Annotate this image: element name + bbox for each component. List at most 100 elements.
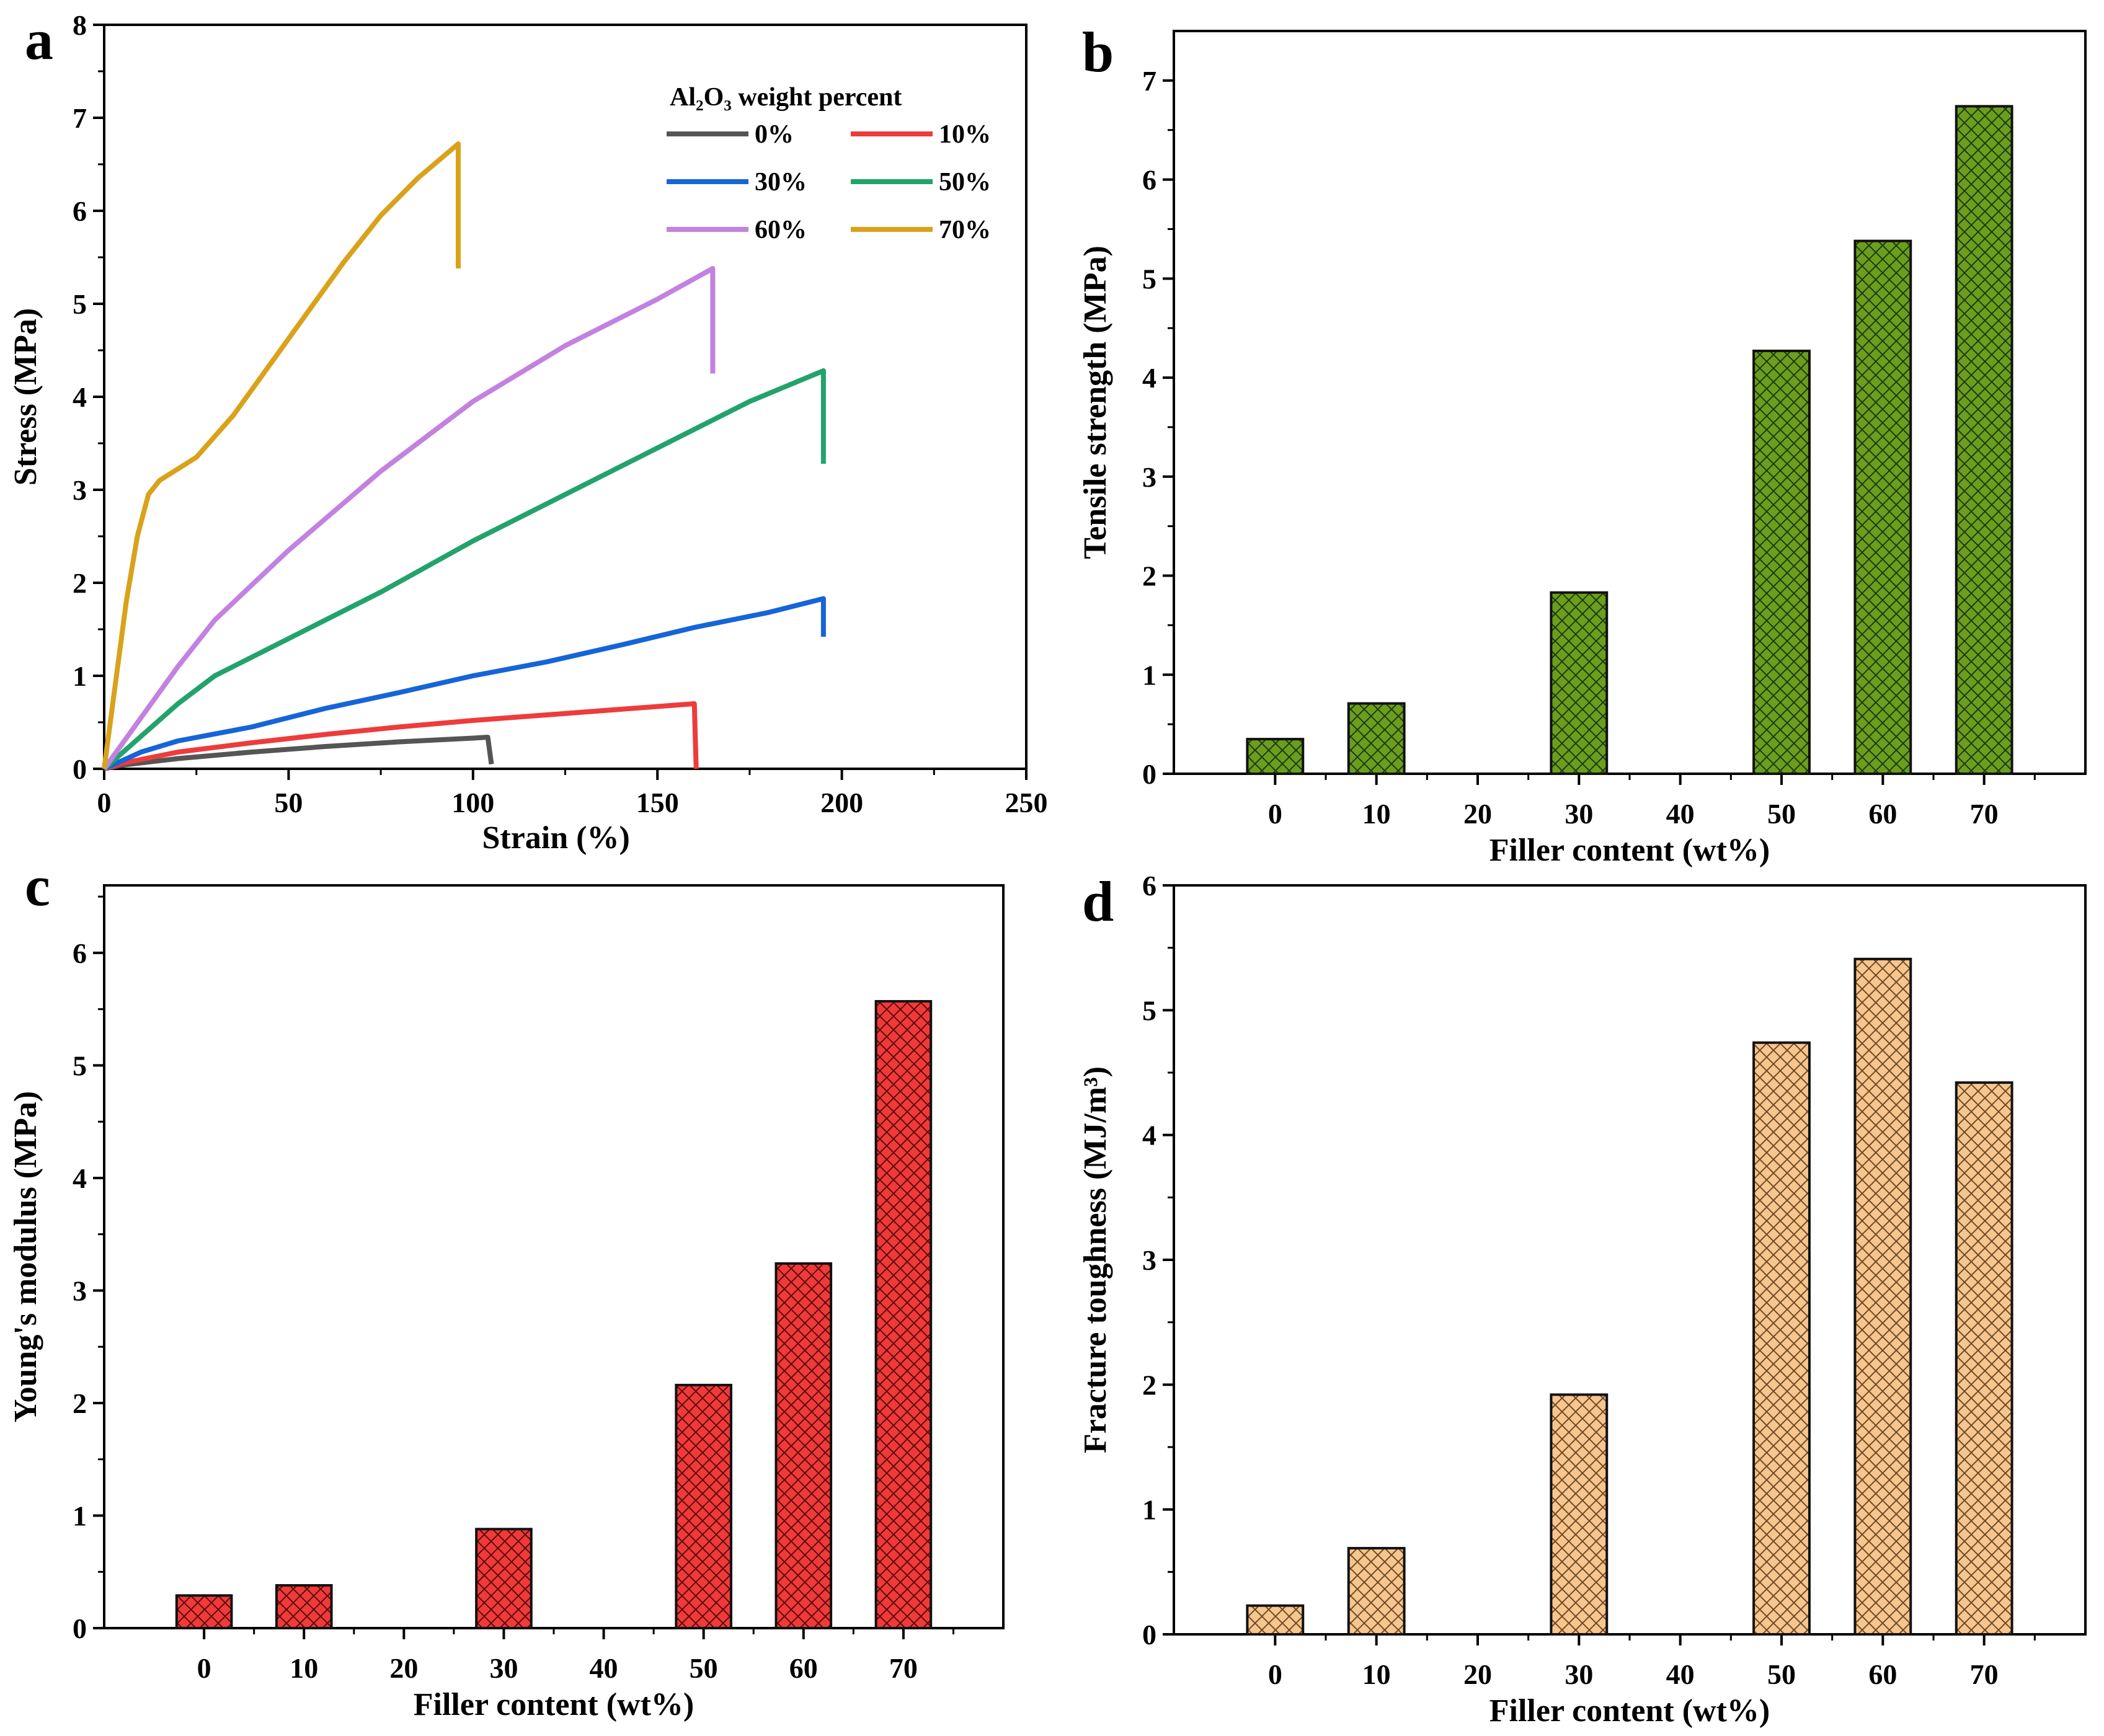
panel-letter-b: b	[1082, 20, 1114, 84]
y-tick-label: 1	[1142, 659, 1156, 691]
y-tick-label: 1	[73, 660, 87, 692]
x-tick-label: 10	[290, 1652, 318, 1684]
panel-letter-d: d	[1082, 870, 1114, 933]
plot-frame	[1173, 30, 2087, 775]
y-tick-label: 4	[1142, 1120, 1156, 1151]
y-tick-label: 0	[1142, 758, 1156, 790]
panel-letter-c: c	[25, 854, 50, 918]
x-tick-label: 200	[820, 787, 863, 818]
y-tick-label: 2	[73, 567, 87, 599]
x-tick-label: 60	[1868, 1658, 1897, 1690]
x-tick-label: 20	[389, 1652, 418, 1684]
series-line-50pct	[102, 368, 826, 771]
y-tick-label: 6	[73, 195, 87, 227]
bar-10	[1347, 1547, 1406, 1636]
x-tick-label: 50	[1767, 798, 1796, 830]
legend-label: 30%	[755, 168, 807, 197]
panel-letter-a: a	[25, 8, 53, 71]
x-tick-label: 100	[451, 787, 494, 818]
x-tick-label: 30	[1565, 1658, 1593, 1690]
bar-70	[874, 999, 933, 1629]
y-tick-label: 7	[73, 102, 87, 134]
bar-0	[1246, 1604, 1305, 1636]
x-tick-label: 60	[789, 1652, 818, 1684]
legend-title: Al₂O₃ weight percent	[670, 83, 902, 112]
y-tick-label: 6	[1142, 164, 1156, 196]
series-line-30pct	[103, 596, 826, 771]
y-tick-label: 3	[1142, 461, 1156, 493]
bar-10	[1347, 702, 1406, 776]
y-tick-label: 6	[73, 937, 87, 969]
y-tick-label: 3	[1142, 1244, 1156, 1276]
bar-50	[1752, 349, 1811, 775]
bar-50	[1752, 1041, 1811, 1636]
legend: Al₂O₃ weight percent 0% 10% 30% 50% 60% 70%	[667, 83, 991, 244]
legend-label: 70%	[939, 216, 991, 244]
legend-label: 0%	[755, 120, 794, 149]
bar-70	[1955, 105, 2013, 775]
y-axis-title: Young's modulus (MPa)	[8, 1091, 43, 1423]
x-tick-label: 70	[1970, 798, 1999, 830]
bar-60	[1853, 239, 1912, 776]
x-tick-label: 30	[1565, 798, 1593, 830]
x-tick-label: 10	[1362, 1658, 1391, 1690]
x-tick-label: 70	[889, 1652, 918, 1684]
plot-frame	[1173, 884, 2087, 1636]
plot-frame	[103, 884, 1005, 1629]
x-axis-title: Filler content (wt%)	[1489, 833, 1770, 868]
y-tick-label: 2	[1142, 1369, 1156, 1401]
panel-d: d 0 1 2 3 4 5 6 Fracture toughness (MJ/m³) 0 10 20 3…	[1078, 870, 2087, 1729]
bar-0	[1246, 738, 1305, 776]
y-tick-label: 3	[73, 1275, 87, 1306]
bar-30	[475, 1528, 533, 1629]
x-tick-label: 0	[1268, 798, 1282, 830]
x-tick-label: 40	[590, 1652, 618, 1684]
x-tick-label: 150	[636, 787, 679, 818]
y-tick-label: 1	[1142, 1494, 1156, 1526]
x-tick-label: 0	[1268, 1658, 1282, 1690]
y-axis-title: Stress (MPa)	[8, 308, 43, 485]
x-tick-label: 50	[690, 1652, 718, 1684]
x-tick-label: 20	[1463, 798, 1492, 830]
bar-60	[1853, 957, 1912, 1636]
series-line-10pct	[103, 701, 699, 771]
x-tick-label: 50	[274, 787, 303, 818]
panel-c: c 0 1 2 3 4 5 6 Young's modulus (MPa) 0 10 20 30 40 50…	[8, 854, 1005, 1722]
y-tick-label: 3	[73, 474, 87, 506]
bar-50	[675, 1383, 732, 1629]
x-axis-title: Filler content (wt%)	[1489, 1693, 1770, 1729]
x-axis-title: Strain (%)	[482, 820, 629, 856]
y-tick-label: 0	[73, 753, 87, 785]
series-line-0pct	[104, 735, 494, 771]
panel-a: a 0 1 2 3 4 5 6 7 8 Stress (MPa) 0 50 100 150 200 250 Str…	[8, 8, 1048, 856]
y-tick-label: 2	[1142, 560, 1156, 592]
x-tick-label: 30	[489, 1652, 518, 1684]
y-tick-label: 2	[73, 1388, 87, 1419]
x-tick-label: 0	[97, 787, 112, 818]
x-tick-label: 60	[1868, 798, 1897, 830]
y-tick-label: 8	[73, 9, 87, 41]
bar-0	[175, 1594, 233, 1629]
bar-70	[1955, 1081, 2013, 1636]
y-tick-label: 5	[1142, 994, 1156, 1026]
y-tick-label: 4	[73, 1162, 87, 1194]
series-line-60pct	[102, 266, 716, 771]
x-tick-label: 250	[1005, 787, 1048, 818]
y-axis-title: Tensile strength (MPa)	[1078, 246, 1113, 559]
y-tick-label: 6	[1142, 870, 1156, 901]
x-tick-label: 50	[1767, 1658, 1796, 1690]
panel-b: b 0 1 2 3 4 5 6 7 Tensile strength (MPa) 0 10 20 30 40…	[1078, 20, 2087, 868]
x-tick-label: 40	[1666, 798, 1695, 830]
legend-label: 10%	[939, 120, 991, 149]
y-tick-label: 5	[1142, 263, 1156, 294]
y-tick-label: 5	[73, 288, 87, 320]
bar-10	[275, 1584, 333, 1629]
y-tick-label: 0	[73, 1613, 87, 1644]
x-tick-label: 10	[1362, 798, 1391, 830]
bar-30	[1550, 591, 1609, 775]
x-tick-label: 40	[1666, 1658, 1695, 1690]
x-tick-label: 20	[1463, 1658, 1492, 1690]
y-tick-label: 7	[1142, 65, 1156, 97]
bar-60	[775, 1262, 833, 1629]
